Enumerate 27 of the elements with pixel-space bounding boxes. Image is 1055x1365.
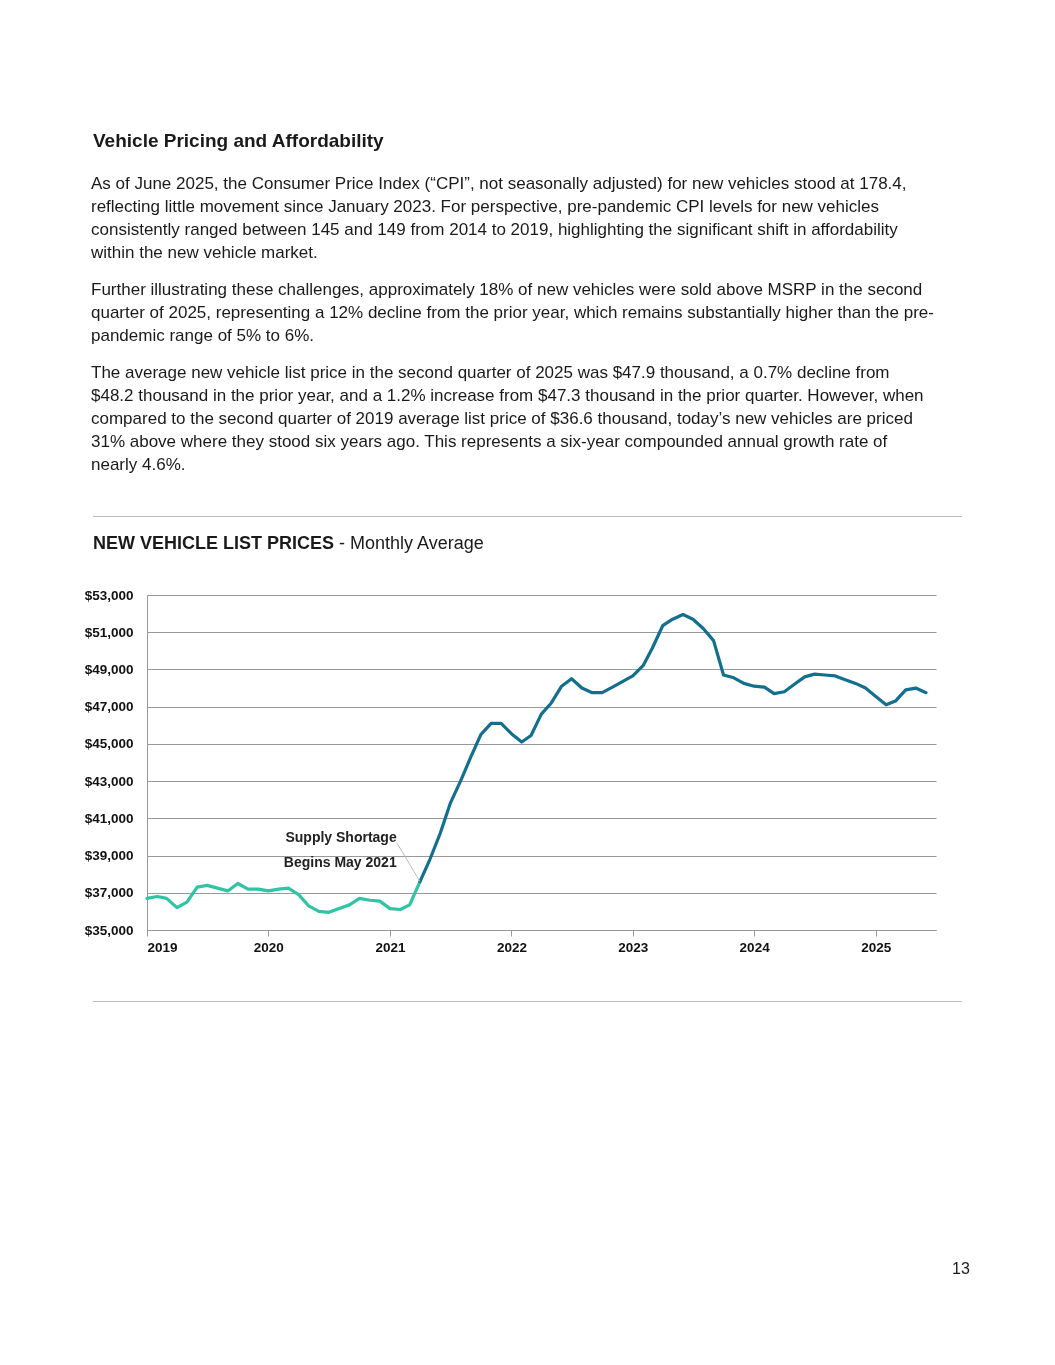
y-tick-label: $49,000 <box>84 661 134 677</box>
text: Vehicle Pricing and Affordability <box>93 130 384 152</box>
y-tick-label: $35,000 <box>84 922 134 938</box>
annotation: Supply Shortage Begins May 2021 <box>283 828 397 870</box>
x-tick-label: 2022 <box>496 939 527 955</box>
y-tick-label: $47,000 <box>84 699 134 715</box>
chart-subtitle: - Monthly Average <box>339 533 484 553</box>
x-tick-label: 2025 <box>861 939 892 955</box>
line-series <box>145 880 422 914</box>
text: 13 <box>952 1260 970 1278</box>
y-tick-label: $43,000 <box>84 773 134 789</box>
y-tick-label: $41,000 <box>84 810 134 826</box>
y-tick-label: $53,000 <box>84 587 134 603</box>
x-tick-label: 2019 <box>147 939 178 955</box>
x-tick-label: 2023 <box>618 939 649 955</box>
x-tick-label: 2021 <box>375 939 407 955</box>
line-series <box>418 612 928 884</box>
text: Further illustrating these challenges, approximately 18% of new vehicles were sold above MSRP in the second quarter of 2025, representing a 12% decline from the prior year, which remains substantially higher than the pre-pandemic range of 5% to 6%. <box>91 279 935 347</box>
text: The average new vehicle list price in the second quarter of 2025 was $47.9 thousand, a 0.7% decline from $48.2 thousand in the prior year, and a 1.2% increase from $47.3 thousand in the prior quarter. However, when compared to the second quarter of 2019 average list price of $36.6 thousand, today’s new vehicles are priced 31% above where they stood six years ago. This represents a six-year compounded annual growth rate of nearly 4.6%. <box>91 362 925 476</box>
x-tick-label: 2024 <box>739 939 771 955</box>
x-tick-label: 2020 <box>253 939 284 955</box>
y-tick-label: $39,000 <box>84 848 134 864</box>
chart-title: NEW VEHICLE LIST PRICES <box>93 533 335 553</box>
y-tick-label: $45,000 <box>84 736 134 752</box>
text: As of June 2025, the Consumer Price Index (“CPI”, not seasonally adjusted) for new vehicles stood at 178.4, reflecting little movement since January 2023. For perspective, pre-pandemic CPI levels for new vehicles consistently ranged between 145 and 149 from 2014 to 2019, highlighting the significant shift in affordability within the new vehicle market. <box>91 173 908 264</box>
y-tick-label: $37,000 <box>84 885 134 901</box>
y-tick-label: $51,000 <box>84 624 134 640</box>
